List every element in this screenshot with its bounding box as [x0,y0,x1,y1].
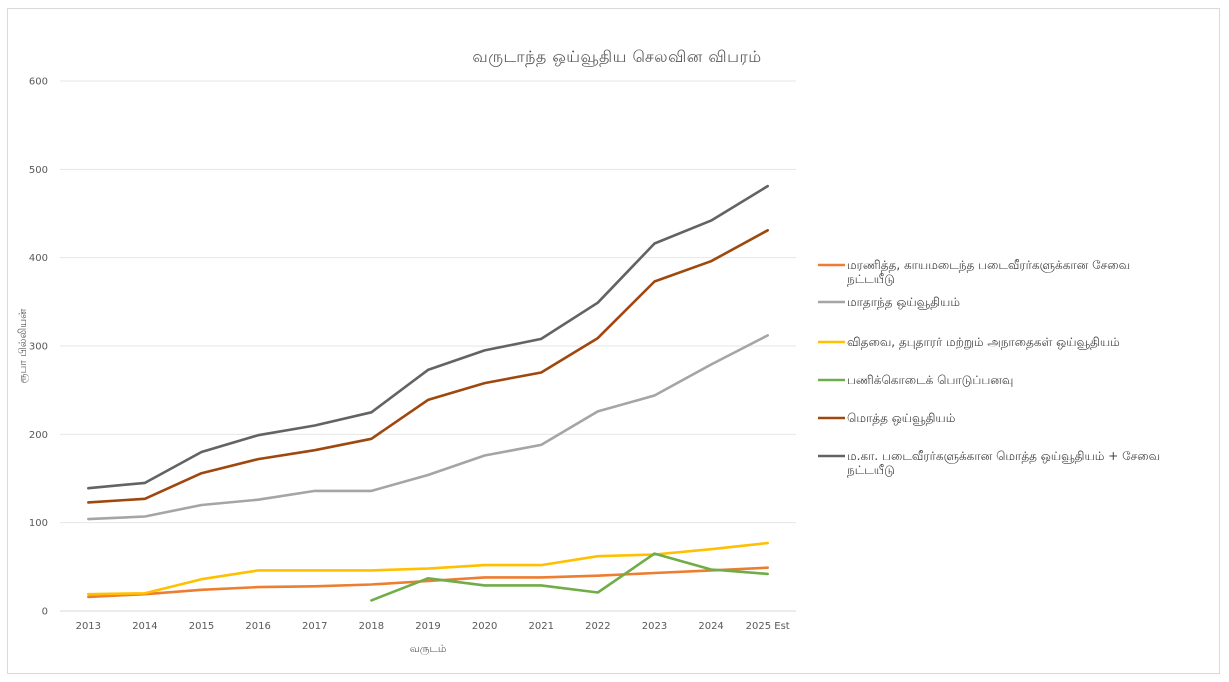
x-tick-label: 2025 Est [746,621,790,632]
y-tick-label: 200 [29,430,48,441]
legend-label: பணிக்கொடைக் பொடுப்பனவு [847,373,1013,387]
x-tick-label: 2021 [529,621,554,632]
x-tick-label: 2016 [245,621,270,632]
x-tick-label: 2013 [76,621,101,632]
series-line-2 [87,334,769,521]
series-line-5 [87,229,769,504]
x-tick-label: 2015 [189,621,214,632]
legend: மரணித்த, காயமடைந்த படைவீரர்களுக்கான சேவை… [818,258,1160,477]
chart-frame [7,8,1220,674]
legend-label: ம.கா. படைவீரர்களுக்கான மொத்த ஒய்வூதியம் … [847,449,1160,464]
x-tick-label: 2014 [132,621,157,632]
series-line-1 [87,566,769,599]
y-tick-label: 100 [29,518,48,529]
y-axis-label: ரூபா பில்லியன் [17,308,29,383]
legend-item: மாதாந்த ஒய்வூதியம் [818,295,960,309]
y-tick-label: 0 [42,607,48,618]
x-axis-label: வருடம் [410,643,447,655]
legend-label: மொத்த ஒய்வூதியம் [847,411,955,425]
legend-label: விதவை, தபுதாரர் மற்றும் அநாதைகள் ஒய்வூதி… [847,335,1120,350]
x-tick-label: 2023 [642,621,667,632]
x-tick-label: 2019 [415,621,440,632]
x-tick-label: 2018 [359,621,384,632]
y-axis-ticks: 0 100 200 300 400 500 600 [29,77,48,618]
legend-item: பணிக்கொடைக் பொடுப்பனவு [818,373,1013,387]
y-tick-label: 600 [29,77,48,88]
y-tick-label: 400 [29,253,48,264]
y-tick-label: 300 [29,342,48,353]
chart-title: வருடாந்த ஒய்வூதிய செலவின விபரம் [472,47,761,67]
legend-label: மாதாந்த ஒய்வூதியம் [847,295,960,309]
legend-item: ம.கா. படைவீரர்களுக்கான மொத்த ஒய்வூதியம் … [818,449,1160,477]
x-tick-label: 2024 [698,621,723,632]
legend-label: நட்டயீடு [847,463,895,477]
legend-item: விதவை, தபுதாரர் மற்றும் அநாதைகள் ஒய்வூதி… [818,335,1120,350]
series-line-6 [87,184,769,490]
x-axis-ticks: 2013 2014 2015 2016 2017 2018 2019 2020 2021 2022… [76,621,790,632]
x-tick-label: 2022 [585,621,610,632]
y-tick-label: 500 [29,165,48,176]
gridlines [60,80,796,612]
x-tick-label: 2020 [472,621,497,632]
series-line-3 [87,541,769,596]
legend-item: மரணித்த, காயமடைந்த படைவீரர்களுக்கான சேவை… [818,258,1130,286]
series-lines [87,184,769,602]
legend-item: மொத்த ஒய்வூதியம் [818,411,955,425]
legend-label: மரணித்த, காயமடைந்த படைவீரர்களுக்கான சேவை [847,258,1130,273]
series-line-4 [370,552,769,602]
x-tick-label: 2017 [302,621,327,632]
legend-label: நட்டயீடு [847,272,895,286]
